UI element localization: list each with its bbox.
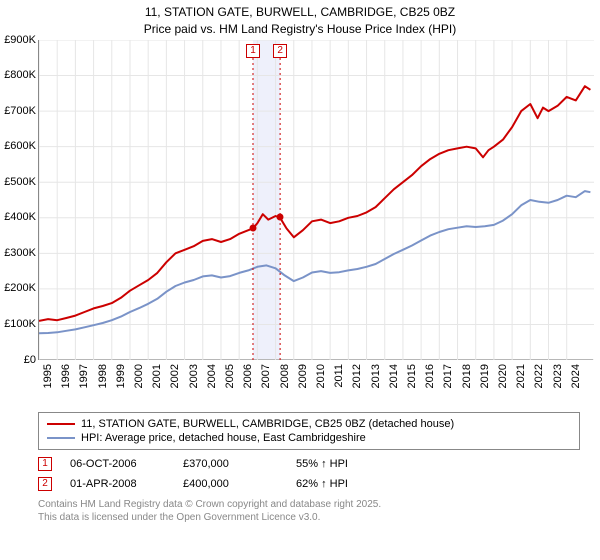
attribution-line1: Contains HM Land Registry data © Crown c… — [38, 498, 580, 511]
x-tick-label: 2021 — [515, 364, 527, 388]
event-point — [277, 214, 284, 221]
x-tick-label: 2020 — [497, 364, 509, 388]
series-hpi — [39, 191, 590, 333]
sale-price: £400,000 — [183, 478, 278, 490]
x-tick-label: 2001 — [151, 364, 163, 388]
legend-item: 11, STATION GATE, BURWELL, CAMBRIDGE, CB… — [47, 417, 571, 431]
event-marker: 2 — [273, 44, 287, 58]
sale-delta: 62% ↑ HPI — [296, 478, 391, 490]
sale-events: 1 06-OCT-2006 £370,000 55% ↑ HPI 2 01-APR-200… — [38, 454, 580, 494]
series-price_paid — [39, 86, 590, 321]
y-tick-label: £700K — [4, 105, 36, 117]
x-tick-label: 2003 — [188, 364, 200, 388]
title-line1: 11, STATION GATE, BURWELL, CAMBRIDGE, CB… — [0, 4, 600, 21]
legend-swatch — [47, 423, 75, 425]
sale-date: 01-APR-2008 — [70, 478, 165, 490]
attribution-line2: This data is licensed under the Open Gov… — [38, 511, 580, 524]
x-tick-label: 2005 — [224, 364, 236, 388]
sale-row: 2 01-APR-2008 £400,000 62% ↑ HPI — [38, 474, 580, 494]
x-tick-label: 2006 — [242, 364, 254, 388]
title-line2: Price paid vs. HM Land Registry's House … — [0, 21, 600, 38]
x-tick-label: 2024 — [570, 364, 582, 388]
legend-swatch — [47, 437, 75, 439]
y-axis: £0£100K£200K£300K£400K£500K£600K£700K£80… — [0, 40, 38, 360]
plot-area: 12 — [38, 40, 593, 360]
x-tick-label: 2009 — [297, 364, 309, 388]
x-tick-label: 2002 — [169, 364, 181, 388]
legend-label: HPI: Average price, detached house, East… — [81, 432, 366, 444]
x-tick-label: 2015 — [406, 364, 418, 388]
y-tick-label: £800K — [4, 69, 36, 81]
x-tick-label: 2017 — [442, 364, 454, 388]
x-tick-label: 2007 — [260, 364, 272, 388]
sale-delta: 55% ↑ HPI — [296, 458, 391, 470]
x-tick-label: 2023 — [552, 364, 564, 388]
y-tick-label: £600K — [4, 140, 36, 152]
x-tick-label: 1995 — [42, 364, 54, 388]
y-tick-label: £400K — [4, 211, 36, 223]
legend: 11, STATION GATE, BURWELL, CAMBRIDGE, CB… — [38, 412, 580, 450]
x-tick-label: 1999 — [115, 364, 127, 388]
plot-svg — [39, 40, 594, 360]
event-marker: 1 — [246, 44, 260, 58]
y-tick-label: £500K — [4, 176, 36, 188]
x-tick-label: 2010 — [315, 364, 327, 388]
y-tick-label: £0 — [24, 354, 36, 366]
sale-marker: 1 — [38, 457, 52, 471]
legend-label: 11, STATION GATE, BURWELL, CAMBRIDGE, CB… — [81, 418, 454, 430]
y-tick-label: £900K — [4, 34, 36, 46]
x-tick-label: 1996 — [60, 364, 72, 388]
x-tick-label: 2000 — [133, 364, 145, 388]
y-tick-label: £200K — [4, 282, 36, 294]
x-tick-label: 2012 — [351, 364, 363, 388]
sale-price: £370,000 — [183, 458, 278, 470]
x-tick-label: 2004 — [206, 364, 218, 388]
attribution: Contains HM Land Registry data © Crown c… — [38, 498, 580, 524]
x-tick-label: 2016 — [424, 364, 436, 388]
x-tick-label: 2011 — [333, 364, 345, 388]
chart-title: 11, STATION GATE, BURWELL, CAMBRIDGE, CB… — [0, 0, 600, 40]
x-tick-label: 1998 — [97, 364, 109, 388]
x-tick-label: 2019 — [479, 364, 491, 388]
x-tick-label: 2008 — [279, 364, 291, 388]
sale-marker: 2 — [38, 477, 52, 491]
legend-item: HPI: Average price, detached house, East… — [47, 431, 571, 445]
event-point — [249, 225, 256, 232]
sale-date: 06-OCT-2006 — [70, 458, 165, 470]
x-tick-label: 2014 — [388, 364, 400, 388]
x-tick-label: 1997 — [78, 364, 90, 388]
chart-area: £0 £100K £200K £300K £400K £500K £600K £700K £80… — [0, 40, 600, 410]
y-tick-label: £100K — [4, 318, 36, 330]
x-tick-label: 2018 — [461, 364, 473, 388]
x-axis: 1995 1996 1997 1998 1999 2000 2001 2002 2003 2004… — [38, 364, 593, 410]
x-tick-label: 2013 — [370, 364, 382, 388]
y-tick-label: £300K — [4, 247, 36, 259]
sale-row: 1 06-OCT-2006 £370,000 55% ↑ HPI — [38, 454, 580, 474]
x-tick-label: 2022 — [533, 364, 545, 388]
